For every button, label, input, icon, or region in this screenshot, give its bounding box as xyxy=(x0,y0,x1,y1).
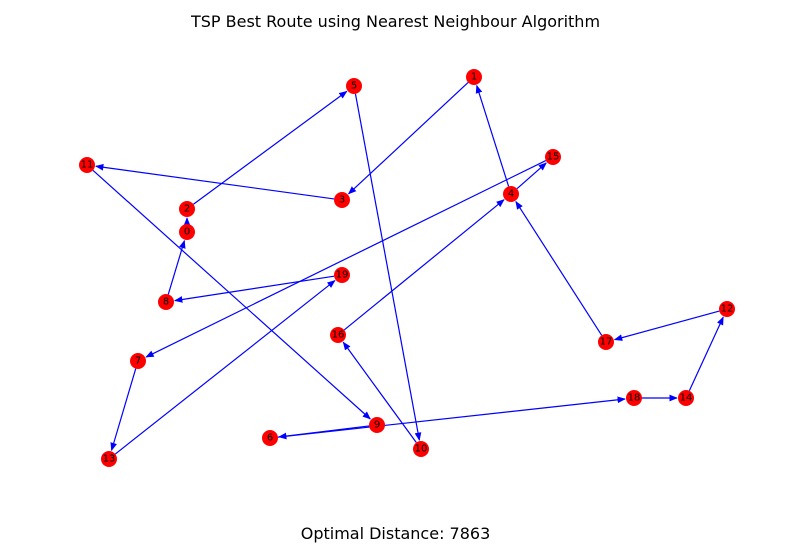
city-node-circle xyxy=(678,390,694,406)
city-node-9: 9 xyxy=(369,417,385,433)
city-node-circle xyxy=(334,192,350,208)
city-node-label: 0 xyxy=(184,227,190,238)
city-node-label: 17 xyxy=(600,337,613,348)
city-node-10: 10 xyxy=(413,441,429,457)
city-node-circle xyxy=(413,441,429,457)
route-edge-14-to-12 xyxy=(688,316,724,391)
city-node-label: 10 xyxy=(415,444,428,455)
city-node-circle xyxy=(503,186,519,202)
route-edge-2-to-5 xyxy=(193,90,348,205)
city-node-circle xyxy=(79,157,95,173)
route-edge-4-to-15 xyxy=(516,162,547,190)
city-node-17: 17 xyxy=(598,334,614,350)
city-node-label: 6 xyxy=(267,433,273,444)
city-node-label: 11 xyxy=(81,160,94,171)
city-node-label: 7 xyxy=(135,356,141,367)
city-node-circle xyxy=(179,201,195,217)
city-node-11: 11 xyxy=(79,157,95,173)
city-node-circle xyxy=(466,69,482,85)
city-node-18: 18 xyxy=(626,390,642,406)
city-node-label: 15 xyxy=(547,152,560,163)
city-node-8: 8 xyxy=(158,294,174,310)
route-edge-15-to-7 xyxy=(145,159,547,358)
city-node-label: 16 xyxy=(332,330,345,341)
diagram-title: TSP Best Route using Nearest Neighbour A… xyxy=(190,12,601,31)
city-node-circle xyxy=(262,430,278,446)
city-node-13: 13 xyxy=(101,451,117,467)
city-node-label: 12 xyxy=(721,304,734,315)
route-edge-17-to-4 xyxy=(515,200,603,336)
city-node-label: 19 xyxy=(336,270,349,281)
city-node-5: 5 xyxy=(346,78,362,94)
city-node-label: 9 xyxy=(374,420,380,431)
city-node-14: 14 xyxy=(678,390,694,406)
city-node-label: 8 xyxy=(163,297,169,308)
city-node-circle xyxy=(346,78,362,94)
route-edge-11-to-9 xyxy=(92,169,371,420)
city-node-0: 0 xyxy=(179,224,195,240)
city-node-19: 19 xyxy=(334,267,350,283)
route-edge-7-to-13 xyxy=(110,368,137,452)
city-node-circle xyxy=(598,334,614,350)
city-node-label: 5 xyxy=(351,81,357,92)
city-node-12: 12 xyxy=(719,301,735,317)
city-node-label: 4 xyxy=(508,189,514,200)
city-node-circle xyxy=(101,451,117,467)
city-node-circle xyxy=(330,327,346,343)
city-node-7: 7 xyxy=(130,353,146,369)
city-node-label: 1 xyxy=(471,72,477,83)
route-edge-13-to-19 xyxy=(114,280,336,455)
city-node-circle xyxy=(545,149,561,165)
city-node-2: 2 xyxy=(179,201,195,217)
city-node-label: 3 xyxy=(339,195,345,206)
city-node-4: 4 xyxy=(503,186,519,202)
optimal-distance-label: Optimal Distance: 7863 xyxy=(300,524,491,543)
city-node-circle xyxy=(334,267,350,283)
city-node-circle xyxy=(130,353,146,369)
city-node-circle xyxy=(158,294,174,310)
route-edge-8-to-0 xyxy=(167,239,186,295)
city-node-circle xyxy=(719,301,735,317)
route-edge-12-to-17 xyxy=(613,310,720,341)
city-node-label: 18 xyxy=(628,393,641,404)
route-edge-16-to-4 xyxy=(343,199,505,331)
route-edge-4-to-1 xyxy=(475,84,510,187)
route-edge-1-to-3 xyxy=(347,82,469,195)
route-edge-6-to-18 xyxy=(277,396,626,438)
route-edge-3-to-11 xyxy=(95,163,335,200)
route-edge-19-to-8 xyxy=(174,275,335,303)
city-node-1: 1 xyxy=(466,69,482,85)
city-node-15: 15 xyxy=(545,149,561,165)
city-node-3: 3 xyxy=(334,192,350,208)
city-node-circle xyxy=(369,417,385,433)
city-node-16: 16 xyxy=(330,327,346,343)
route-edge-10-to-16 xyxy=(342,341,417,443)
route-edge-5-to-10 xyxy=(354,93,422,441)
city-node-label: 14 xyxy=(680,393,693,404)
city-node-circle xyxy=(179,224,195,240)
city-node-circle xyxy=(626,390,642,406)
city-node-label: 13 xyxy=(103,454,116,465)
city-node-label: 2 xyxy=(184,204,190,215)
city-node-6: 6 xyxy=(262,430,278,446)
route-edges xyxy=(92,82,724,455)
